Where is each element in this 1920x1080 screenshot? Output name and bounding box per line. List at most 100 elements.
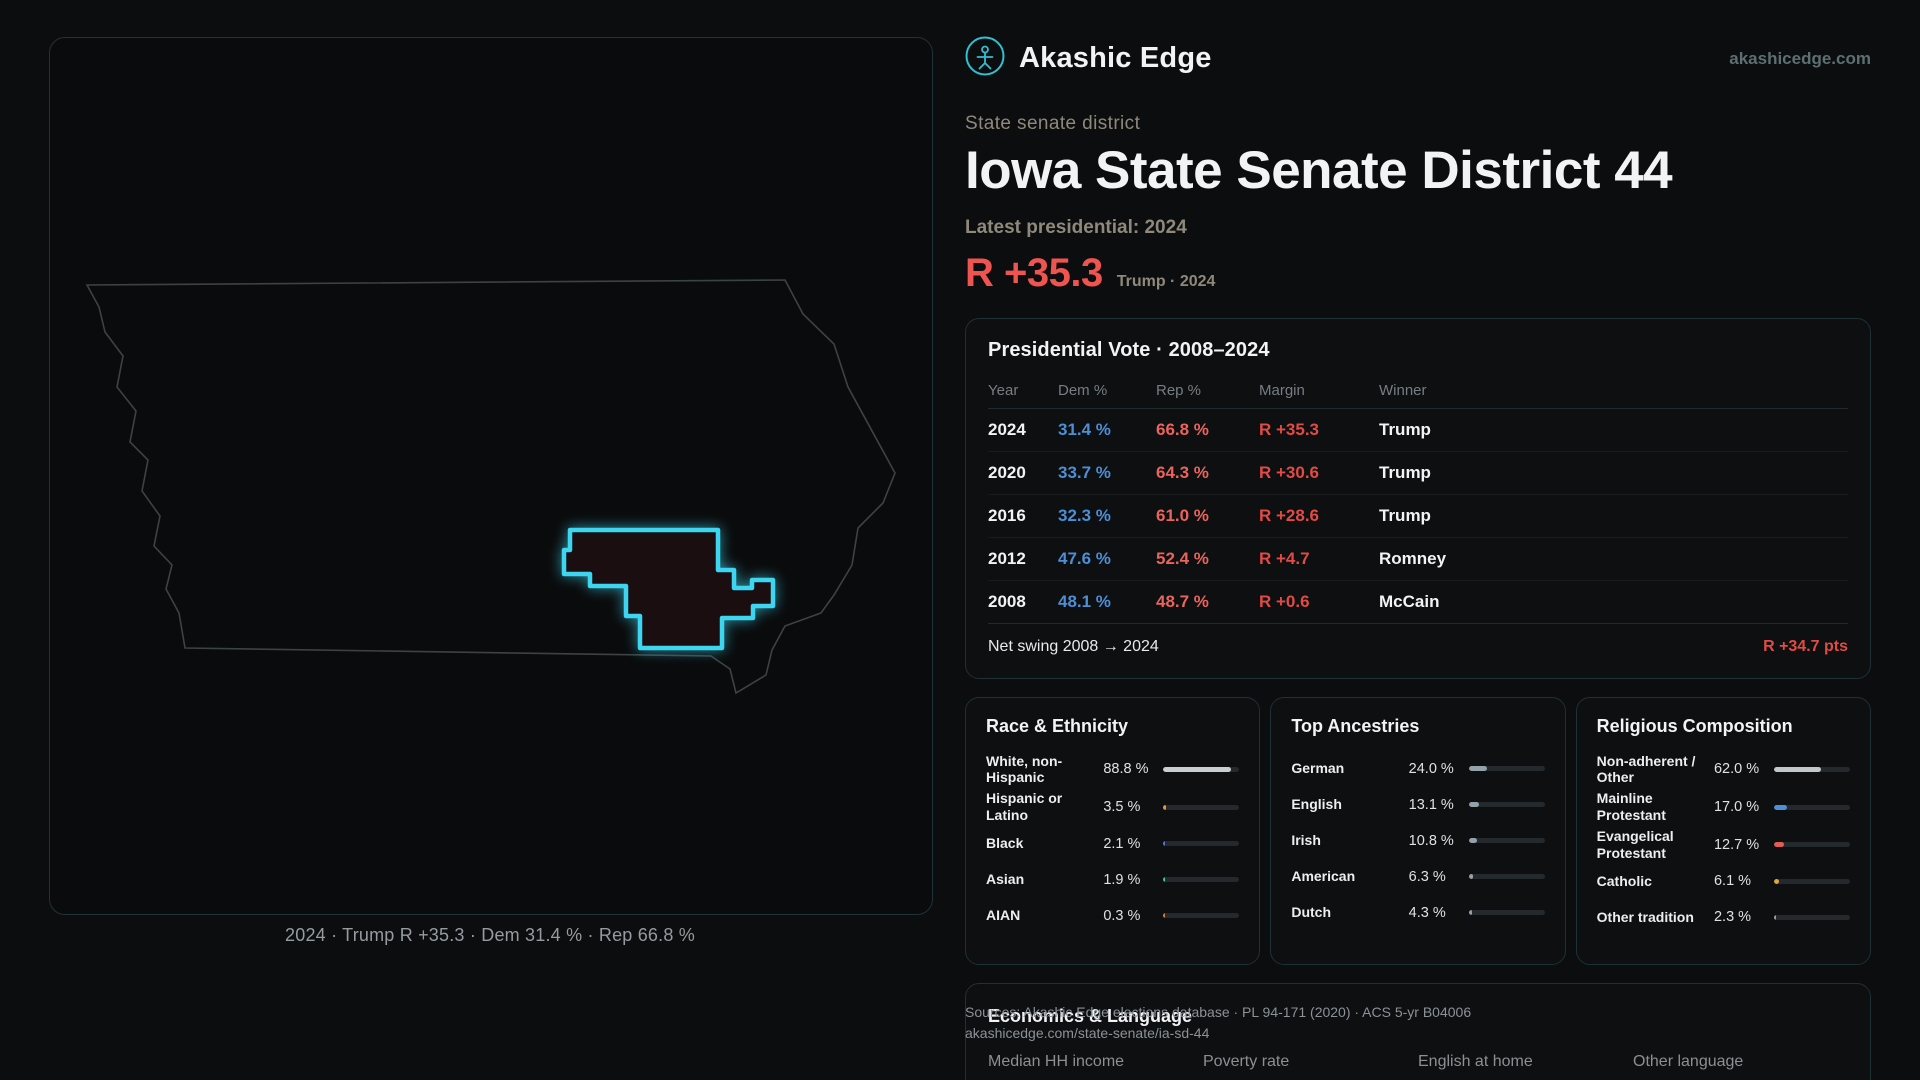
table-row: 2012 47.6 % 52.4 % R +4.7 Romney [988, 538, 1848, 581]
stat-bar-fill [1773, 914, 1776, 920]
stat-bar-track [1468, 874, 1545, 880]
top-ancestries-card: Top Ancestries German 24.0 % English 13.… [1270, 696, 1566, 965]
stat-bar-fill [1163, 877, 1166, 883]
stat-row: Non-adherent / Other 62.0 % [1597, 751, 1850, 789]
cell-winner: Trump [1379, 505, 1431, 525]
stat-row: American 6.3 % [1291, 859, 1545, 895]
stat-bar-track [1773, 842, 1850, 848]
stat-label: American [1291, 868, 1356, 885]
latest-presidential-label: Latest presidential: 2024 [965, 216, 1187, 238]
stat-bar-track [1773, 804, 1850, 810]
col-dem: Dem % [1058, 382, 1108, 400]
cell-margin: R +0.6 [1259, 591, 1310, 611]
presidential-card-title: Presidential Vote · 2008–2024 [988, 338, 1270, 361]
econ-stat: Other language 8.5 % [1633, 1053, 1848, 1080]
cell-winner: Trump [1379, 419, 1431, 439]
stat-label: Hispanic or Latino [986, 790, 1063, 824]
cell-rep: 48.7 % [1156, 591, 1209, 611]
stat-value: 4.3 % [1408, 904, 1446, 921]
stat-value: 88.8 % [1103, 761, 1149, 778]
col-rep: Rep % [1156, 382, 1202, 400]
stat-bar-fill [1163, 804, 1166, 810]
stat-label: AIAN [986, 907, 1021, 924]
stat-label: Irish [1291, 832, 1321, 849]
presidential-vote-card: Presidential Vote · 2008–2024 Year Dem %… [965, 317, 1871, 679]
stat-value: 2.1 % [1103, 835, 1141, 852]
stat-bar-track [1468, 802, 1545, 808]
margin-value: R +35.3 [965, 250, 1103, 295]
stat-bar-track [1468, 766, 1545, 772]
iowa-state-outline [85, 279, 896, 695]
stat-row: Dutch 4.3 % [1291, 895, 1545, 931]
stat-bar-fill [1468, 910, 1472, 916]
cell-winner: Romney [1379, 548, 1447, 568]
net-swing-row: Net swing 2008 → 2024 R +34.7 pts [988, 622, 1848, 668]
table-row: 2024 31.4 % 66.8 % R +35.3 Trump [988, 409, 1848, 452]
stat-bar-fill [1163, 766, 1231, 772]
col-year: Year [988, 382, 1019, 400]
stat-value: 10.8 % [1408, 832, 1454, 849]
stat-label: Evangelical Protestant [1596, 827, 1674, 861]
religion-stat-list: Non-adherent / Other 62.0 % Mainline Pro… [1597, 751, 1850, 936]
stat-bar-track [1163, 766, 1240, 772]
stat-bar-track [1468, 838, 1545, 844]
stat-value: 62.0 % [1713, 761, 1760, 778]
stat-value: 13.1 % [1408, 796, 1454, 813]
table-row: 2020 33.7 % 64.3 % R +30.6 Trump [988, 452, 1848, 495]
district-type-kicker: State senate district [965, 113, 1141, 134]
stat-bar-track [1468, 910, 1545, 916]
stat-row: German 24.0 % [1291, 751, 1545, 787]
cell-rep: 52.4 % [1156, 548, 1209, 568]
stat-bar-track [1773, 914, 1850, 920]
cell-dem: 32.3 % [1058, 505, 1111, 525]
stat-value: 1.9 % [1103, 871, 1141, 888]
brand-domain-link[interactable]: akashicedge.com [1729, 48, 1871, 68]
stat-bar-track [1163, 913, 1240, 919]
stat-bar-fill [1468, 802, 1479, 808]
district-map-panel [49, 37, 933, 915]
cell-margin: R +30.6 [1259, 462, 1320, 482]
econ-stat-label: Poverty rate [1203, 1052, 1290, 1070]
table-header-row: Year Dem % Rep % Margin Winner [988, 374, 1848, 409]
stat-label: Asian [986, 871, 1025, 888]
stat-label: Dutch [1291, 904, 1331, 921]
stat-value: 0.3 % [1103, 907, 1141, 924]
cell-year: 2012 [988, 548, 1026, 568]
table-row: 2008 48.1 % 48.7 % R +0.6 McCain [988, 581, 1848, 623]
econ-stat: Median HH income $64,131 [988, 1053, 1203, 1080]
cell-dem: 33.7 % [1058, 462, 1111, 482]
cell-dem: 48.1 % [1058, 591, 1111, 611]
stat-label: Mainline Protestant [1596, 790, 1666, 824]
cell-year: 2008 [988, 591, 1026, 611]
cell-year: 2020 [988, 462, 1026, 482]
stat-row: Black 2.1 % [986, 826, 1240, 862]
stat-bar-fill [1468, 874, 1474, 880]
economics-language-card: Economics & Language Median HH income $6… [965, 982, 1871, 1080]
cell-rep: 61.0 % [1156, 505, 1209, 525]
stat-row: Hispanic or Latino 3.5 % [986, 788, 1240, 826]
cell-margin: R +4.7 [1259, 548, 1310, 568]
stat-row: English 13.1 % [1291, 787, 1545, 823]
stat-row: Irish 10.8 % [1291, 823, 1545, 859]
map-caption: 2024 · Trump R +35.3 · Dem 31.4 % · Rep … [285, 925, 695, 945]
religious-composition-card: Religious Composition Non-adherent / Oth… [1575, 696, 1871, 965]
econ-stat-label: English at home [1418, 1052, 1533, 1070]
cell-winner: Trump [1379, 462, 1431, 482]
stat-bar-track [1163, 804, 1240, 810]
net-swing-label: Net swing 2008 → 2024 [988, 637, 1159, 655]
iowa-map [85, 279, 896, 695]
brand-logo-icon [965, 36, 1005, 81]
ancestries-stat-list: German 24.0 % English 13.1 % Irish 10.8 … [1291, 751, 1545, 931]
demographics-row: Race & Ethnicity White, non-Hispanic 88.… [965, 696, 1871, 965]
cell-dem: 31.4 % [1058, 419, 1111, 439]
col-margin: Margin [1259, 382, 1305, 400]
cell-rep: 64.3 % [1156, 462, 1209, 482]
stat-bar-fill [1773, 804, 1787, 810]
cell-year: 2016 [988, 505, 1026, 525]
stat-row: Catholic 6.1 % [1597, 863, 1850, 899]
stat-bar-fill [1773, 878, 1779, 884]
stat-label: English [1291, 796, 1342, 813]
district-44-shape[interactable] [561, 527, 776, 651]
stat-row: Other tradition 2.3 % [1597, 899, 1850, 935]
cell-dem: 47.6 % [1058, 548, 1111, 568]
